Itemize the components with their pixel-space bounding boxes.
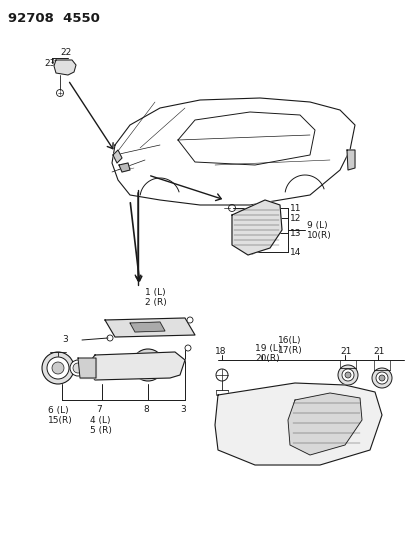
Text: 11: 11: [289, 204, 301, 213]
Circle shape: [263, 214, 271, 222]
Circle shape: [247, 423, 261, 437]
Circle shape: [61, 64, 69, 72]
Circle shape: [56, 90, 63, 96]
Circle shape: [233, 408, 276, 452]
Text: 92708  4550: 92708 4550: [8, 12, 100, 25]
Circle shape: [132, 349, 164, 381]
Text: 23: 23: [44, 59, 55, 68]
Text: 21: 21: [372, 348, 383, 357]
Circle shape: [260, 211, 274, 225]
Circle shape: [375, 372, 387, 384]
Circle shape: [228, 205, 235, 212]
Circle shape: [185, 345, 190, 351]
Text: 8: 8: [142, 406, 148, 415]
Circle shape: [70, 360, 86, 376]
Circle shape: [247, 246, 255, 254]
Text: 7: 7: [96, 406, 102, 415]
Text: 13: 13: [289, 229, 301, 238]
Text: 3: 3: [180, 406, 185, 415]
Circle shape: [257, 229, 266, 238]
Circle shape: [240, 416, 268, 444]
Text: 10(R): 10(R): [306, 230, 331, 239]
Text: 20(R): 20(R): [254, 353, 279, 362]
Text: 19 (L): 19 (L): [254, 343, 281, 352]
Polygon shape: [231, 200, 281, 255]
Text: 1 (L): 1 (L): [145, 287, 165, 296]
Text: 22: 22: [60, 47, 71, 56]
Circle shape: [254, 396, 261, 404]
Text: 18: 18: [214, 348, 226, 357]
Text: 21: 21: [339, 348, 351, 357]
Circle shape: [73, 363, 83, 373]
Circle shape: [344, 372, 350, 378]
Text: 9 (L): 9 (L): [306, 221, 327, 230]
Text: 15(R): 15(R): [48, 416, 73, 424]
Polygon shape: [85, 352, 185, 380]
Polygon shape: [78, 358, 96, 378]
Polygon shape: [287, 393, 361, 455]
Text: 14: 14: [289, 247, 301, 256]
Circle shape: [63, 66, 67, 70]
Circle shape: [107, 335, 113, 341]
Polygon shape: [130, 322, 165, 332]
Polygon shape: [54, 60, 76, 75]
Text: 5 (R): 5 (R): [90, 425, 112, 434]
Text: 16(L): 16(L): [277, 335, 301, 344]
Circle shape: [187, 317, 192, 323]
Polygon shape: [346, 150, 354, 170]
Circle shape: [42, 352, 74, 384]
Text: 4 (L): 4 (L): [90, 416, 110, 424]
Text: 3: 3: [62, 335, 68, 344]
Circle shape: [52, 362, 64, 374]
Text: 17(R): 17(R): [277, 345, 302, 354]
Polygon shape: [113, 150, 122, 163]
Text: 6 (L): 6 (L): [48, 406, 69, 415]
Circle shape: [371, 368, 391, 388]
Circle shape: [138, 355, 158, 375]
Circle shape: [341, 369, 353, 381]
Circle shape: [337, 365, 357, 385]
Text: 2 (R): 2 (R): [145, 297, 166, 306]
Circle shape: [378, 375, 384, 381]
Circle shape: [216, 369, 228, 381]
Text: 12: 12: [289, 214, 301, 222]
Polygon shape: [105, 318, 195, 337]
Circle shape: [47, 357, 69, 379]
Polygon shape: [214, 383, 381, 465]
Polygon shape: [119, 163, 130, 172]
